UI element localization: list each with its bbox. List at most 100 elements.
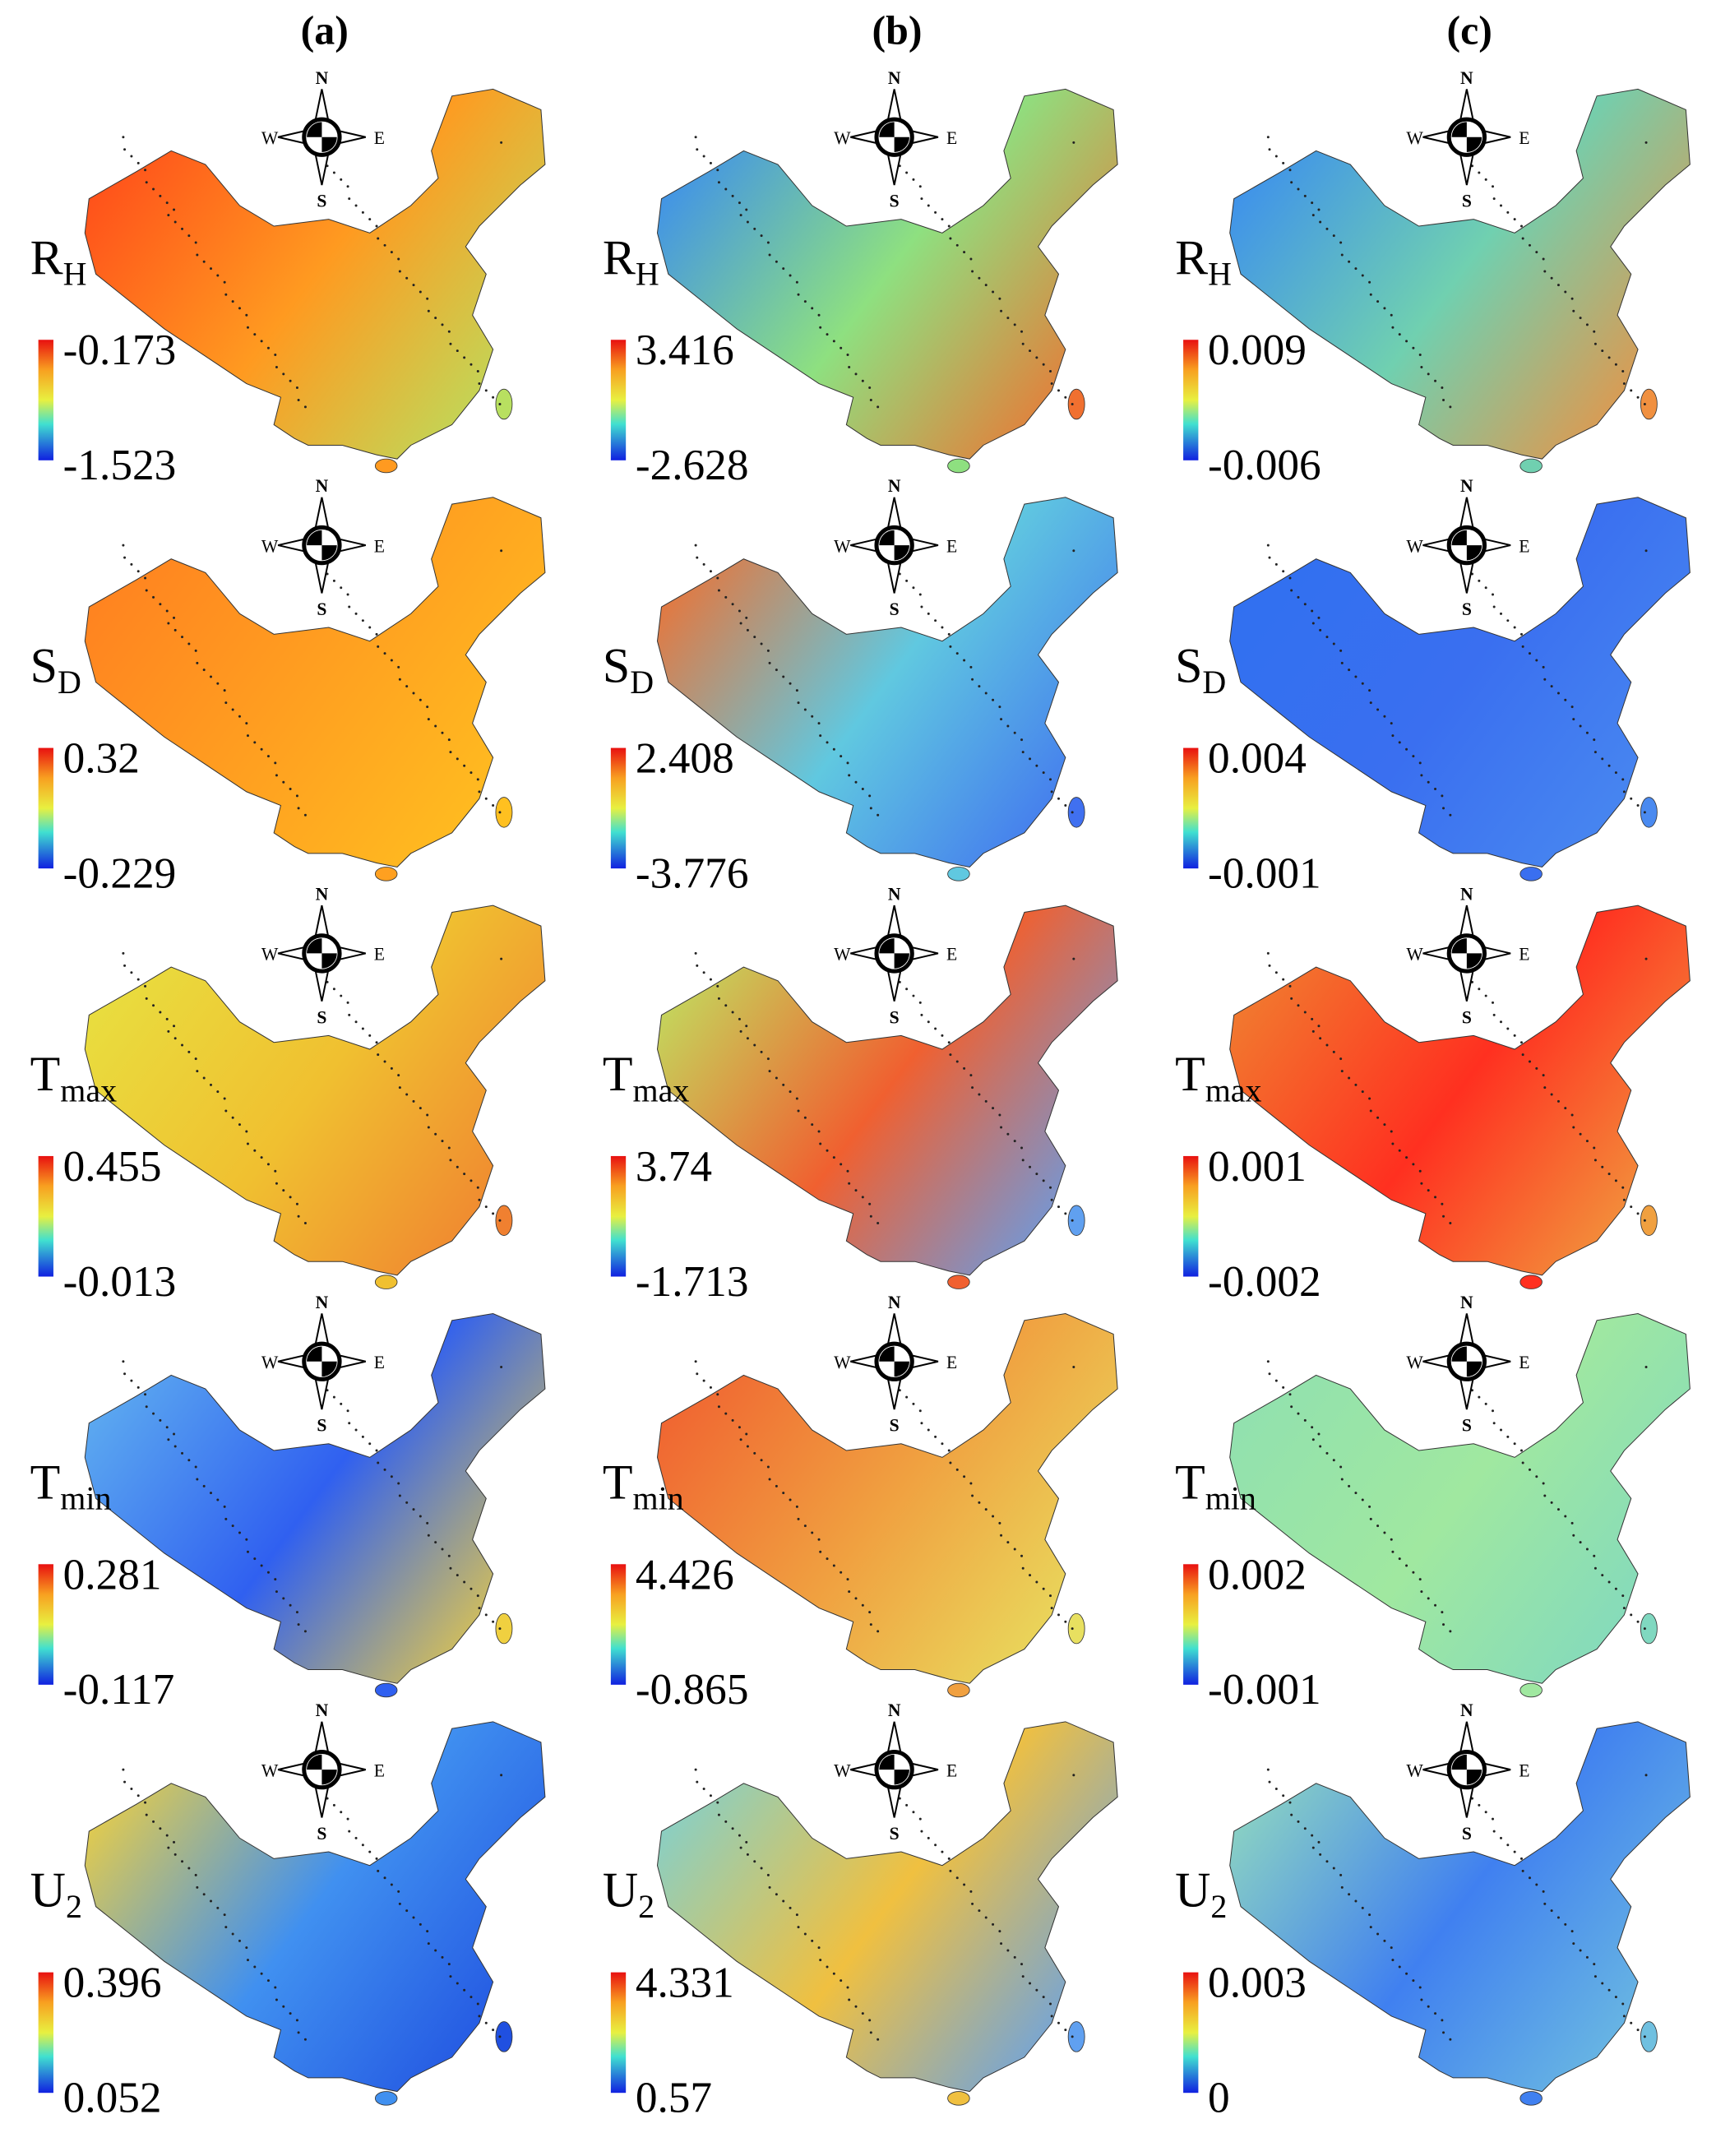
station-dot [984, 1508, 988, 1511]
station-dot [709, 570, 712, 573]
station-dot [1317, 1025, 1321, 1028]
island [495, 1612, 513, 1645]
station-dot [498, 403, 502, 406]
station-dot [941, 1850, 944, 1853]
station-dot [297, 399, 300, 402]
station-dot [245, 313, 248, 317]
station-dot [196, 253, 199, 257]
compass-n: N [316, 1700, 329, 1720]
station-dot [492, 1620, 495, 1623]
station-dot [1513, 1442, 1516, 1446]
station-dot [1071, 1219, 1074, 1222]
station-dot [861, 1196, 864, 1199]
station-dot [978, 1501, 981, 1504]
station-dot [912, 994, 915, 997]
station-dot [167, 1438, 170, 1441]
station-dot [412, 284, 415, 287]
station-dot [760, 1050, 763, 1053]
station-dot [397, 1482, 400, 1485]
station-dot [1290, 181, 1293, 184]
station-dot [253, 1965, 257, 1969]
station-dot [231, 300, 234, 303]
station-dot [1449, 405, 1452, 409]
station-dot [775, 1484, 778, 1487]
station-dot [795, 689, 798, 692]
variable-label: Tmin [30, 1455, 112, 1516]
station-dot [1398, 1557, 1401, 1561]
station-dot [1492, 605, 1496, 608]
compass-n: N [1460, 476, 1473, 496]
compass-quadrant [1451, 1346, 1482, 1377]
panel: N S W E U2 4.331 0.57 [603, 1700, 1118, 2122]
station-dot [152, 187, 155, 191]
variable-label: Tmax [1175, 1047, 1261, 1108]
station-dot [412, 1916, 415, 1919]
station-dot [1601, 349, 1604, 353]
station-dot [694, 951, 697, 955]
station-dot [811, 1123, 814, 1127]
station-dot [1050, 1607, 1053, 1610]
station-dot [167, 1846, 170, 1849]
station-dot [202, 669, 206, 672]
station-dot [992, 698, 995, 701]
variable-subscript: D [630, 664, 654, 701]
map-region [1229, 497, 1691, 868]
colorbar-max: 4.331 [636, 1959, 734, 2007]
station-dot [266, 1571, 270, 1574]
station-dot [1297, 1004, 1300, 1007]
station-dot [253, 741, 257, 744]
station-dot [1427, 1597, 1430, 1600]
station-dot [152, 595, 155, 599]
map-region [656, 497, 1118, 868]
station-dot [934, 1435, 937, 1438]
station-dot [1492, 197, 1496, 201]
station-dot [1266, 951, 1270, 955]
station-dot [1021, 1159, 1025, 1162]
station-dot [1478, 1395, 1481, 1399]
station-dot [1420, 774, 1423, 777]
station-dot [303, 1222, 307, 1225]
station-dot [297, 2031, 300, 2034]
station-dot [724, 1004, 728, 1007]
station-dot [746, 628, 749, 632]
station-dot [1564, 290, 1567, 294]
station-dot [303, 405, 307, 409]
compass-e: E [374, 945, 385, 965]
colorbar [1183, 1564, 1199, 1685]
station-dot [246, 1550, 249, 1553]
station-dot [210, 675, 213, 678]
island [374, 458, 398, 474]
island [1640, 1612, 1658, 1645]
station-dot [130, 1379, 133, 1382]
station-dot [1290, 589, 1293, 592]
station-dot [1064, 1212, 1067, 1215]
station-dot [1420, 1590, 1423, 1594]
station-dot [500, 141, 503, 144]
compass-s: S [1462, 192, 1472, 211]
compass-w: W [834, 1760, 851, 1780]
station-dot [456, 757, 459, 761]
variable-subscript: H [63, 256, 87, 293]
station-dot [427, 1942, 430, 1945]
station-dot [949, 645, 952, 648]
station-dot [1630, 1205, 1633, 1209]
station-dot [738, 609, 741, 613]
station-dot [1550, 1909, 1553, 1913]
station-dot [289, 1603, 292, 1607]
station-dot [839, 755, 843, 758]
station-dot [947, 632, 951, 636]
station-dot [1049, 778, 1052, 781]
station-dot [702, 155, 705, 158]
station-dot [1311, 1017, 1314, 1020]
station-dot [846, 1986, 849, 1989]
station-dot [1449, 813, 1452, 817]
island [1640, 2021, 1658, 2052]
station-dot [1029, 757, 1032, 761]
station-dot [1585, 1955, 1589, 1959]
station-dot [282, 372, 285, 376]
station-dot [1614, 771, 1617, 775]
compass-w: W [261, 1760, 279, 1780]
station-dot [266, 1979, 270, 1983]
station-dot [832, 747, 835, 751]
station-dot [709, 1794, 712, 1797]
